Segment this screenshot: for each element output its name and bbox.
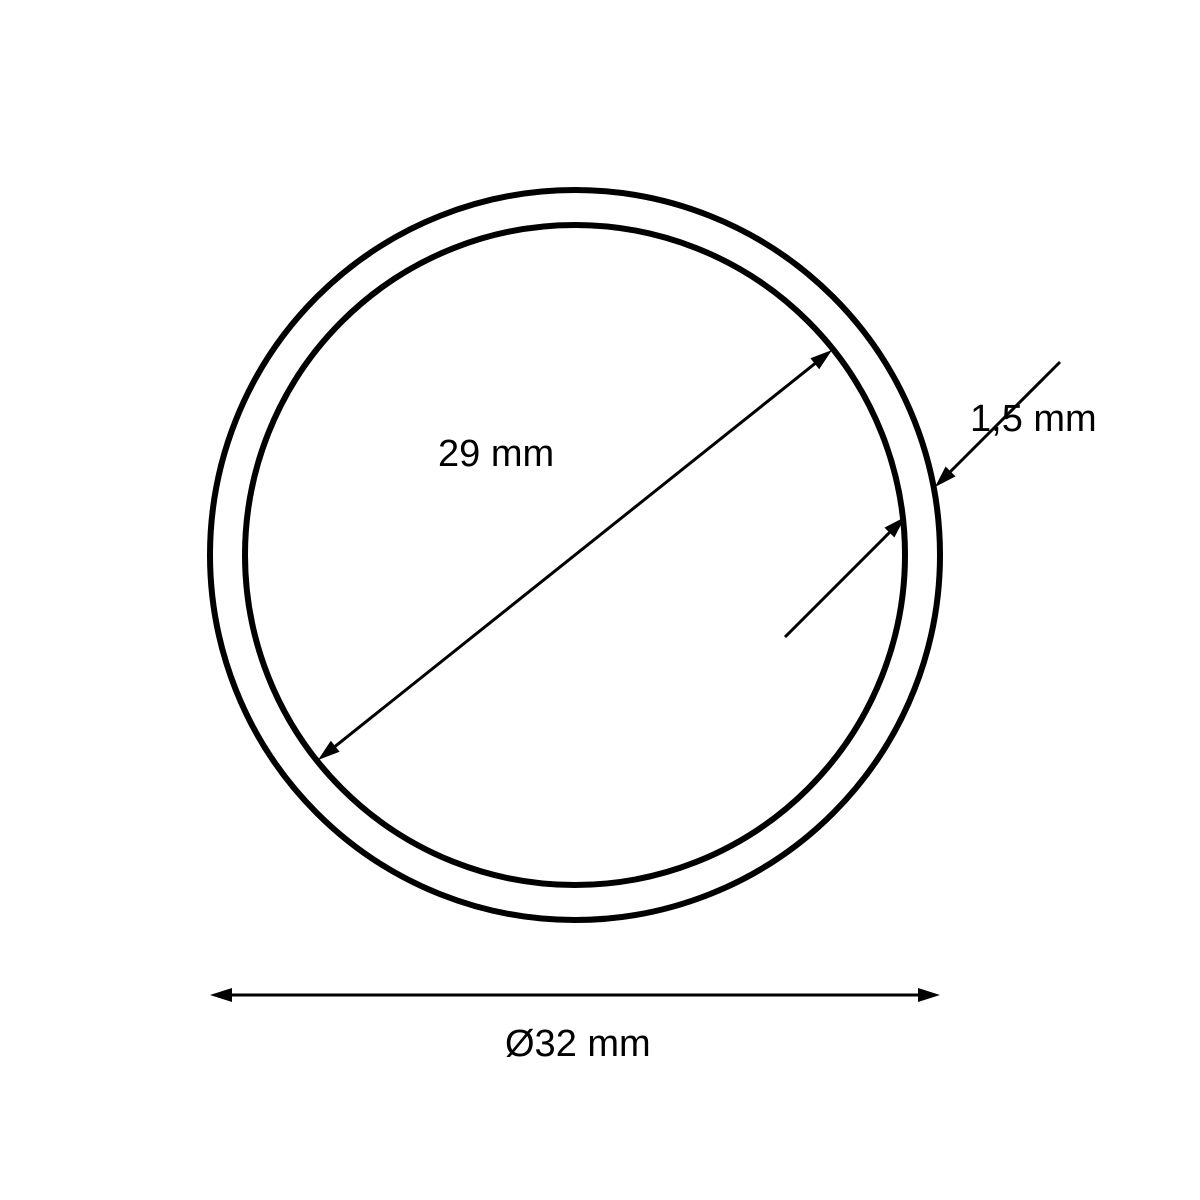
wall-thickness-label: 1,5 mm bbox=[970, 400, 1097, 438]
diagram-canvas: 29 mm 1,5 mm Ø32 mm bbox=[0, 0, 1200, 1200]
wall-thickness-inner-arrow bbox=[785, 517, 905, 637]
inner-diameter-label: 29 mm bbox=[438, 435, 554, 473]
inner-diameter-dimension bbox=[318, 350, 832, 760]
diagram-svg bbox=[0, 0, 1200, 1200]
outer-diameter-dimension bbox=[210, 988, 940, 1002]
outer-diameter-label: Ø32 mm bbox=[505, 1025, 651, 1063]
